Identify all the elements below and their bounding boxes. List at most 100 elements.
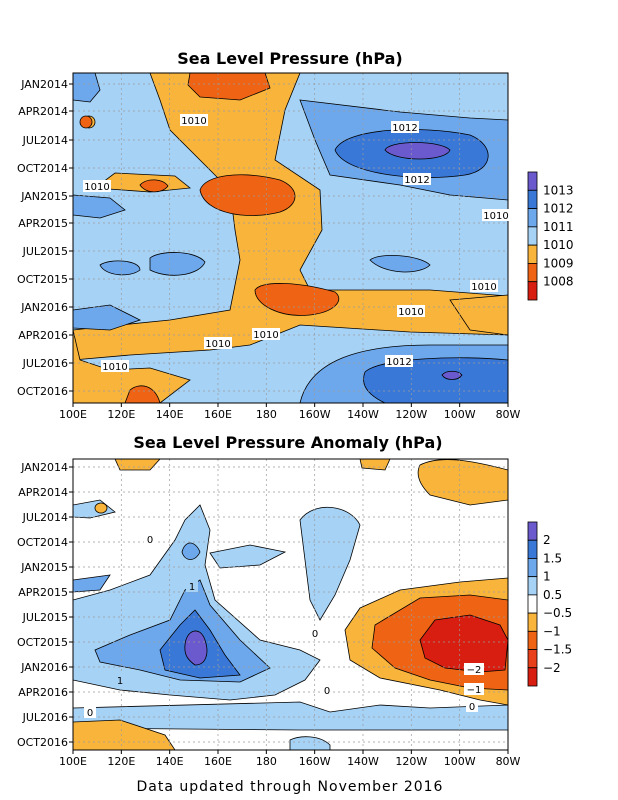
bottom-colorbar: 2 1.5 1 0.5 −0.5 −1 −1.5 −2 [527, 521, 572, 687]
x-tick-label: 120E [107, 755, 135, 768]
bottom-chart-title: Sea Level Pressure Anomaly (hPa) [133, 433, 442, 452]
x-tick-label: 160E [204, 755, 232, 768]
colorbar-swatch [527, 226, 538, 246]
top-contour-label: 1010 [101, 360, 129, 373]
top-contour-label: 1010 [180, 114, 208, 127]
top-grid [73, 73, 508, 403]
top-contour-label: 1010 [83, 180, 111, 193]
svg-text:−1: −1 [467, 685, 482, 696]
bottom-plot-frame [72, 458, 509, 751]
y-tick-label: APR2015 [18, 217, 68, 230]
y-tick-label: OCT2014 [17, 162, 68, 175]
svg-text:1: 1 [189, 582, 195, 593]
colorbar-swatch [527, 208, 538, 228]
colorbar-label: −1.5 [543, 643, 572, 657]
svg-text:1010: 1010 [483, 211, 508, 222]
top-contour-label: 1012 [385, 355, 413, 368]
y-tick-label: JUL2015 [22, 245, 68, 258]
data-updated-footer: Data updated through November 2016 [137, 779, 444, 795]
y-tick-label: OCT2014 [17, 536, 68, 549]
x-tick-label: 160W [299, 755, 331, 768]
y-tick-label: APR2014 [18, 486, 68, 499]
x-tick-label: 140W [347, 755, 379, 768]
top-x-tick-labels: 100E 120E 140E 160E 180 160W 140W 120W 100W 80W [59, 403, 521, 421]
top-contour-label: 1010 [482, 209, 510, 222]
y-tick-label: OCT2016 [17, 385, 68, 398]
colorbar-label: 1.5 [543, 551, 562, 565]
svg-text:1010: 1010 [102, 362, 127, 373]
top-contour-label: 1010 [252, 328, 280, 341]
x-tick-label: 120W [395, 755, 427, 768]
top-contour-labels: 1010 1012 1012 1010 1010 1010 1010 1010 … [83, 114, 510, 373]
bottom-contour-label: 1 [186, 580, 198, 593]
y-tick-label: JUL2016 [22, 357, 68, 370]
svg-text:−2: −2 [467, 665, 482, 676]
colorbar-swatch [527, 521, 538, 541]
colorbar-swatch [527, 630, 538, 650]
x-tick-label: 140E [156, 755, 184, 768]
y-tick-label: APR2016 [18, 686, 68, 699]
svg-text:0: 0 [469, 702, 475, 713]
svg-text:0: 0 [147, 535, 153, 546]
x-tick-label: 100W [444, 755, 476, 768]
y-tick-label: OCT2015 [17, 273, 68, 286]
y-tick-label: JAN2015 [20, 561, 68, 574]
top-contour-label: 1010 [470, 280, 498, 293]
svg-text:1010: 1010 [398, 307, 423, 318]
bottom-contour-label: −2 [464, 663, 484, 676]
top-colorbar: 1013 1012 1011 1010 1009 1008 [527, 171, 574, 301]
svg-text:1010: 1010 [84, 182, 109, 193]
y-tick-label: JUL2014 [22, 134, 68, 147]
colorbar-swatch [527, 649, 538, 669]
top-chart-title: Sea Level Pressure (hPa) [177, 49, 402, 68]
x-tick-label: 100W [444, 408, 476, 421]
colorbar-label: 2 [543, 533, 551, 547]
svg-text:0: 0 [87, 708, 93, 719]
svg-text:1010: 1010 [205, 339, 230, 350]
y-tick-label: JAN2016 [20, 301, 68, 314]
x-tick-label: 100E [59, 755, 87, 768]
colorbar-label: 1009 [543, 256, 574, 270]
y-tick-label: JAN2014 [20, 461, 68, 474]
svg-text:1012: 1012 [392, 123, 417, 134]
x-tick-label: 140W [347, 408, 379, 421]
colorbar-label: 1008 [543, 275, 574, 289]
bottom-contour-labels: 0 1 1 0 0 −2 −1 0 0 [84, 533, 484, 719]
bottom-contour-field [73, 459, 508, 750]
bottom-contour-label: 0 [321, 684, 333, 697]
svg-text:1012: 1012 [386, 357, 411, 368]
bottom-contour-label: 1 [114, 674, 126, 687]
colorbar-swatch [527, 189, 538, 209]
bottom-contour-label: 0 [84, 706, 96, 719]
y-tick-label: APR2016 [18, 329, 68, 342]
y-tick-label: OCT2015 [17, 636, 68, 649]
x-tick-label: 140E [156, 408, 184, 421]
y-tick-label: JAN2016 [20, 661, 68, 674]
bottom-contour-label: 0 [466, 700, 478, 713]
top-y-tick-labels: JAN2014 APR2014 JUL2014 OCT2014 JAN2015 APR20… [17, 78, 73, 398]
svg-text:0: 0 [312, 629, 318, 640]
colorbar-label: 1010 [543, 238, 574, 252]
colorbar-label: −2 [543, 661, 561, 675]
svg-text:1012: 1012 [404, 175, 429, 186]
svg-text:0: 0 [324, 686, 330, 697]
y-tick-label: JUL2015 [22, 611, 68, 624]
top-contour-field [73, 73, 508, 403]
svg-text:1010: 1010 [181, 116, 206, 127]
top-contour-label: 1010 [397, 305, 425, 318]
bottom-contour-label: −1 [464, 683, 484, 696]
x-tick-label: 160W [299, 408, 331, 421]
top-contour-label: 1012 [391, 121, 419, 134]
colorbar-label: −1 [543, 624, 561, 638]
x-tick-label: 80W [496, 408, 521, 421]
top-contour-label: 1012 [403, 173, 431, 186]
x-tick-label: 180 [256, 755, 277, 768]
y-tick-label: APR2014 [18, 105, 68, 118]
bottom-contour-label: 0 [309, 627, 321, 640]
colorbar-swatch [527, 539, 538, 559]
x-tick-label: 120E [107, 408, 135, 421]
x-tick-label: 80W [496, 755, 521, 768]
bottom-contour-label: 0 [144, 533, 156, 546]
colorbar-label: 1013 [543, 183, 574, 197]
colorbar-swatch [527, 244, 538, 264]
